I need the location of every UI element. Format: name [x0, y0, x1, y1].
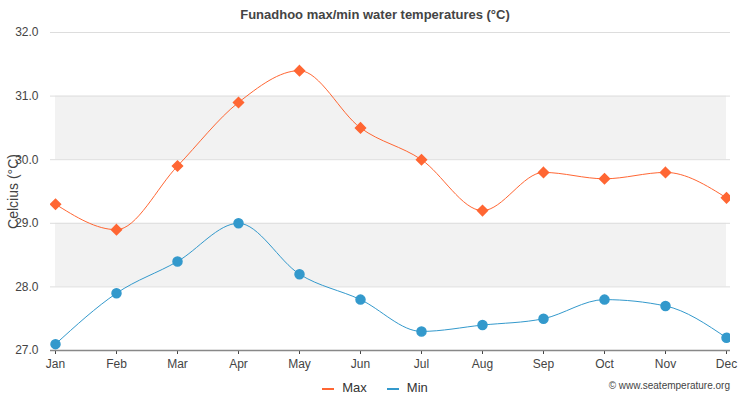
svg-text:29.0: 29.0 — [15, 216, 39, 231]
svg-text:Celcius (°C): Celcius (°C) — [5, 154, 21, 229]
svg-text:Jul: Jul — [414, 357, 429, 371]
svg-text:32.0: 32.0 — [15, 26, 39, 39]
svg-text:Apr: Apr — [229, 357, 248, 371]
svg-text:Mar: Mar — [167, 357, 188, 371]
svg-text:Jan: Jan — [46, 357, 65, 371]
svg-text:31.0: 31.0 — [15, 89, 39, 103]
html-text:Min: Min — [406, 380, 428, 395]
svg-text:Sep: Sep — [533, 357, 555, 371]
svg-text:Oct: Oct — [595, 357, 614, 371]
svg-text:May: May — [288, 357, 311, 371]
svg-text:27.0: 27.0 — [15, 343, 39, 357]
svg-text:Dec: Dec — [716, 357, 737, 371]
html-text:Funadhoo max/min water tempera: Funadhoo max/min water temperatures (°C) — [240, 7, 510, 22]
svg-text:Feb: Feb — [106, 357, 127, 371]
svg-text:28.0: 28.0 — [15, 280, 39, 294]
svg-text:Nov: Nov — [655, 357, 676, 371]
svg-text:Jun: Jun — [351, 357, 370, 371]
svg-text:30.0: 30.0 — [15, 152, 39, 167]
html-text:© www.seatemperature.org: © www.seatemperature.org — [608, 380, 730, 391]
html-text:Max: Max — [342, 380, 367, 395]
svg-text:Aug: Aug — [472, 357, 493, 371]
